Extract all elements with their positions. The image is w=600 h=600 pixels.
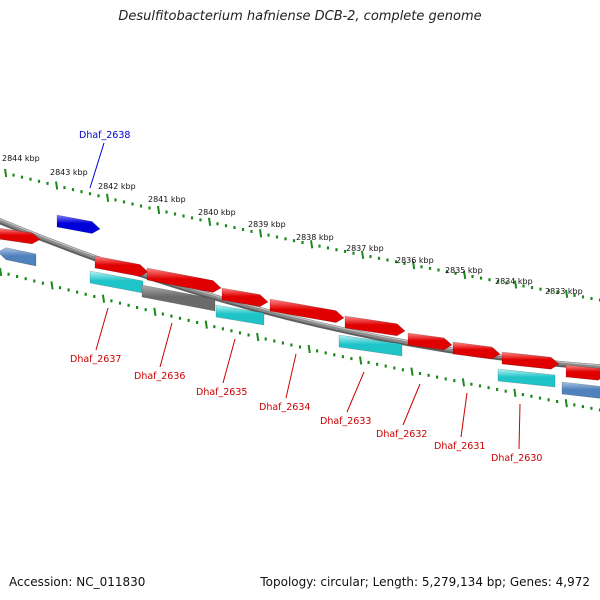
outer-major-tick — [55, 181, 59, 190]
outer-major-tick — [106, 193, 110, 202]
kbp-scale-labels: 2844 kbp 2843 kbp 2842 kbp 2841 kbp 2840 kbp… — [2, 154, 583, 296]
gene-block-dhaf-2635 — [215, 304, 265, 326]
accession-label: Accession: NC_011830 — [9, 575, 146, 589]
gene-block-dhaf-2636 — [141, 284, 216, 312]
inner-major-tick — [153, 307, 157, 316]
kbp-tick-label: 2838 kbp — [296, 233, 334, 242]
kbp-tick-label: 2840 kbp — [198, 208, 236, 217]
gene-label: Dhaf_2630 — [491, 453, 542, 464]
inner-major-tick — [307, 344, 311, 354]
outer-major-tick — [157, 205, 161, 215]
inner-major-tick — [410, 367, 414, 376]
outer-major-tick — [514, 280, 518, 289]
callout-line — [402, 383, 421, 426]
gene-arrow-forward — [452, 341, 501, 360]
inner-major-tick — [256, 332, 260, 342]
gene-features — [0, 214, 600, 399]
genome-title: Desulfitobacterium hafniense DCB-2, comp… — [118, 9, 482, 24]
kbp-tick-label: 2843 kbp — [50, 168, 88, 177]
inner-major-tick — [50, 281, 54, 290]
callout-line — [346, 371, 365, 413]
kbp-tick-label: 2835 kbp — [445, 266, 483, 275]
gene-block-dhaf-2630 — [497, 368, 556, 388]
callout-line — [89, 142, 105, 189]
callout-line — [95, 307, 109, 351]
kbp-tick-label: 2839 kbp — [248, 220, 286, 229]
outer-major-tick — [412, 260, 416, 270]
callout-line — [285, 353, 297, 399]
gene-arrow-forward — [0, 227, 41, 245]
gene-arrow-forward — [344, 315, 406, 337]
gene-arrow-forward — [501, 351, 560, 370]
gene-label: Dhaf_2635 — [196, 387, 247, 398]
gene-arrow-forward — [565, 364, 600, 381]
inner-major-tick — [204, 320, 208, 329]
outer-major-tick — [259, 229, 263, 238]
callout-line — [460, 392, 468, 438]
gene-label: Dhaf_2632 — [376, 429, 427, 440]
gene-label: Dhaf_2637 — [70, 354, 121, 365]
callout-line — [222, 338, 236, 384]
inner-major-tick — [359, 356, 363, 365]
gene-arrow-forward — [94, 255, 149, 277]
callout-line — [159, 322, 173, 368]
gene-block-dhaf-2633 — [338, 334, 403, 357]
outer-major-tick — [361, 250, 365, 260]
gene-label: Dhaf_2633 — [320, 416, 371, 427]
gene-label: Dhaf_2634 — [259, 402, 310, 413]
gene-block-flank — [561, 381, 600, 399]
outer-major-tick — [208, 217, 212, 226]
outer-major-tick — [310, 240, 314, 249]
outer-tick-row — [4, 168, 600, 302]
gene-arrow-forward — [221, 287, 269, 307]
gene-callouts: Dhaf_2638 Dhaf_2637 Dhaf_2636 Dhaf_2635 Dhaf… — [70, 130, 542, 464]
gene-arrow-forward — [269, 298, 345, 323]
gene-arrow-dhaf-2638 — [56, 214, 101, 234]
genome-summary: Topology: circular; Length: 5,279,134 bp… — [260, 575, 590, 589]
inner-major-tick — [461, 378, 466, 387]
outer-major-tick — [463, 270, 467, 280]
kbp-tick-label: 2844 kbp — [2, 154, 40, 163]
kbp-tick-label: 2833 kbp — [545, 287, 583, 296]
gene-arrow-forward — [407, 332, 453, 351]
gene-block-flank — [0, 247, 37, 267]
outer-major-tick — [4, 168, 8, 178]
kbp-tick-label: 2837 kbp — [346, 244, 384, 253]
kbp-tick-label: 2836 kbp — [396, 256, 434, 265]
kbp-tick-label: 2841 kbp — [148, 195, 186, 204]
gene-label: Dhaf_2636 — [134, 371, 185, 382]
gene-label: Dhaf_2631 — [434, 441, 485, 452]
inner-major-tick — [564, 399, 568, 408]
inner-major-tick — [101, 294, 106, 303]
kbp-tick-label: 2842 kbp — [98, 182, 136, 191]
inner-major-tick — [0, 267, 3, 277]
inner-major-tick — [513, 388, 517, 398]
gene-arrow-forward — [146, 267, 222, 293]
outer-major-tick — [565, 289, 569, 298]
callout-line — [518, 403, 521, 450]
gene-label: Dhaf_2638 — [79, 130, 130, 141]
kbp-tick-label: 2834 kbp — [495, 277, 533, 286]
inner-tick-row — [0, 267, 600, 412]
